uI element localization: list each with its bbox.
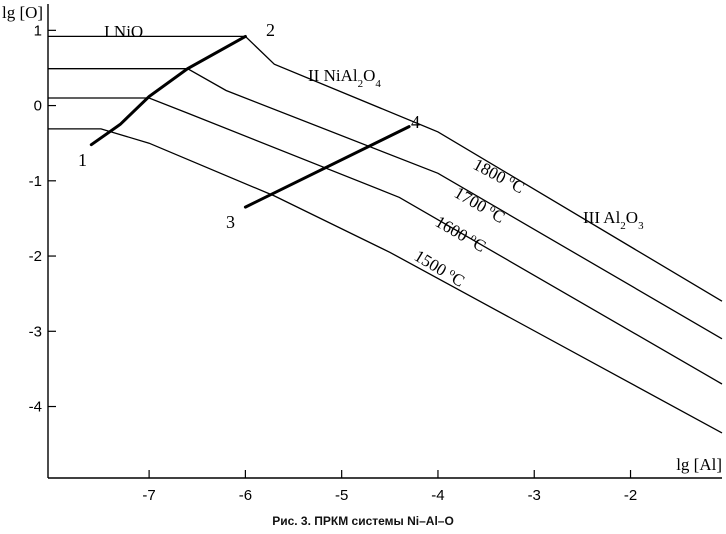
line-3-4: [243, 125, 411, 209]
formula-part: NiAl: [324, 66, 358, 85]
isotherm-temp-value: 1800: [470, 155, 513, 190]
isotherm-series: [48, 34, 723, 434]
region-label-iii: III Al2O3: [583, 208, 644, 232]
formula-subscript: 3: [638, 220, 644, 232]
y-tick-label: 0: [34, 98, 42, 115]
region-label-ii: II NiAl2O4: [308, 66, 381, 90]
point-label-1: 1: [78, 150, 87, 170]
x-tick-label: -4: [431, 487, 444, 504]
y-tick-label: -1: [29, 173, 42, 190]
x-tick-label: -6: [239, 487, 252, 504]
point-label-4: 4: [411, 112, 420, 132]
x-tick-label: -2: [624, 487, 637, 504]
isotherm-temp-value: 1500: [411, 246, 454, 282]
formula-part: O: [626, 208, 638, 227]
point-label-2: 2: [266, 20, 275, 40]
degree-sign: o: [488, 202, 499, 215]
formula-subscript: 2: [620, 220, 626, 232]
formula-subscript: 4: [375, 78, 381, 90]
degree-sign: o: [507, 173, 518, 186]
degree-sign: o: [447, 266, 458, 279]
degree-sign: o: [469, 231, 480, 244]
isotherm-temp-value: 1700: [451, 183, 494, 219]
isotherm-1800-line: [48, 35, 723, 302]
x-axis-label: lg [Al]: [676, 455, 722, 474]
isotherm-1800-label: 1800 oC: [470, 155, 528, 198]
isotherm-1500-line: [48, 128, 723, 434]
formula-part: Al: [603, 208, 620, 227]
isotherm-1700-line: [48, 68, 723, 340]
region-roman: III: [583, 208, 603, 227]
boundary-1-2-line: [89, 34, 247, 147]
formula-part: O: [363, 66, 375, 85]
formula-part: NiO: [114, 22, 143, 41]
region-label-i: I NiO: [104, 22, 143, 41]
x-tick-label: -3: [528, 487, 541, 504]
isotherm-1600-label: 1600 oC: [432, 212, 489, 256]
isotherm-temp-value: 1600: [432, 212, 475, 248]
y-tick-label: -4: [29, 399, 42, 416]
region-roman: II: [308, 66, 324, 85]
ticks: -7 -6 -5 -4 -3 -2 1 0 -1 -2 -3 -4: [29, 22, 638, 504]
y-tick-label: 1: [34, 22, 42, 39]
y-tick-label: -3: [29, 323, 42, 340]
axes: lg [O] lg [Al]: [2, 3, 722, 479]
isotherm-1700-label: 1700 oC: [451, 183, 508, 227]
point-label-3: 3: [226, 212, 235, 232]
x-tick-label: -7: [142, 487, 155, 504]
y-axis-label: lg [O]: [2, 3, 43, 22]
y-tick-label: -2: [29, 248, 42, 265]
figure-caption: Рис. 3. ПРКМ системы Ni–Al–O: [272, 514, 454, 528]
isotherm-1600-line: [48, 97, 723, 385]
region-roman: I: [104, 22, 114, 41]
formula-subscript: 2: [358, 78, 364, 90]
x-tick-label: -5: [335, 487, 348, 504]
